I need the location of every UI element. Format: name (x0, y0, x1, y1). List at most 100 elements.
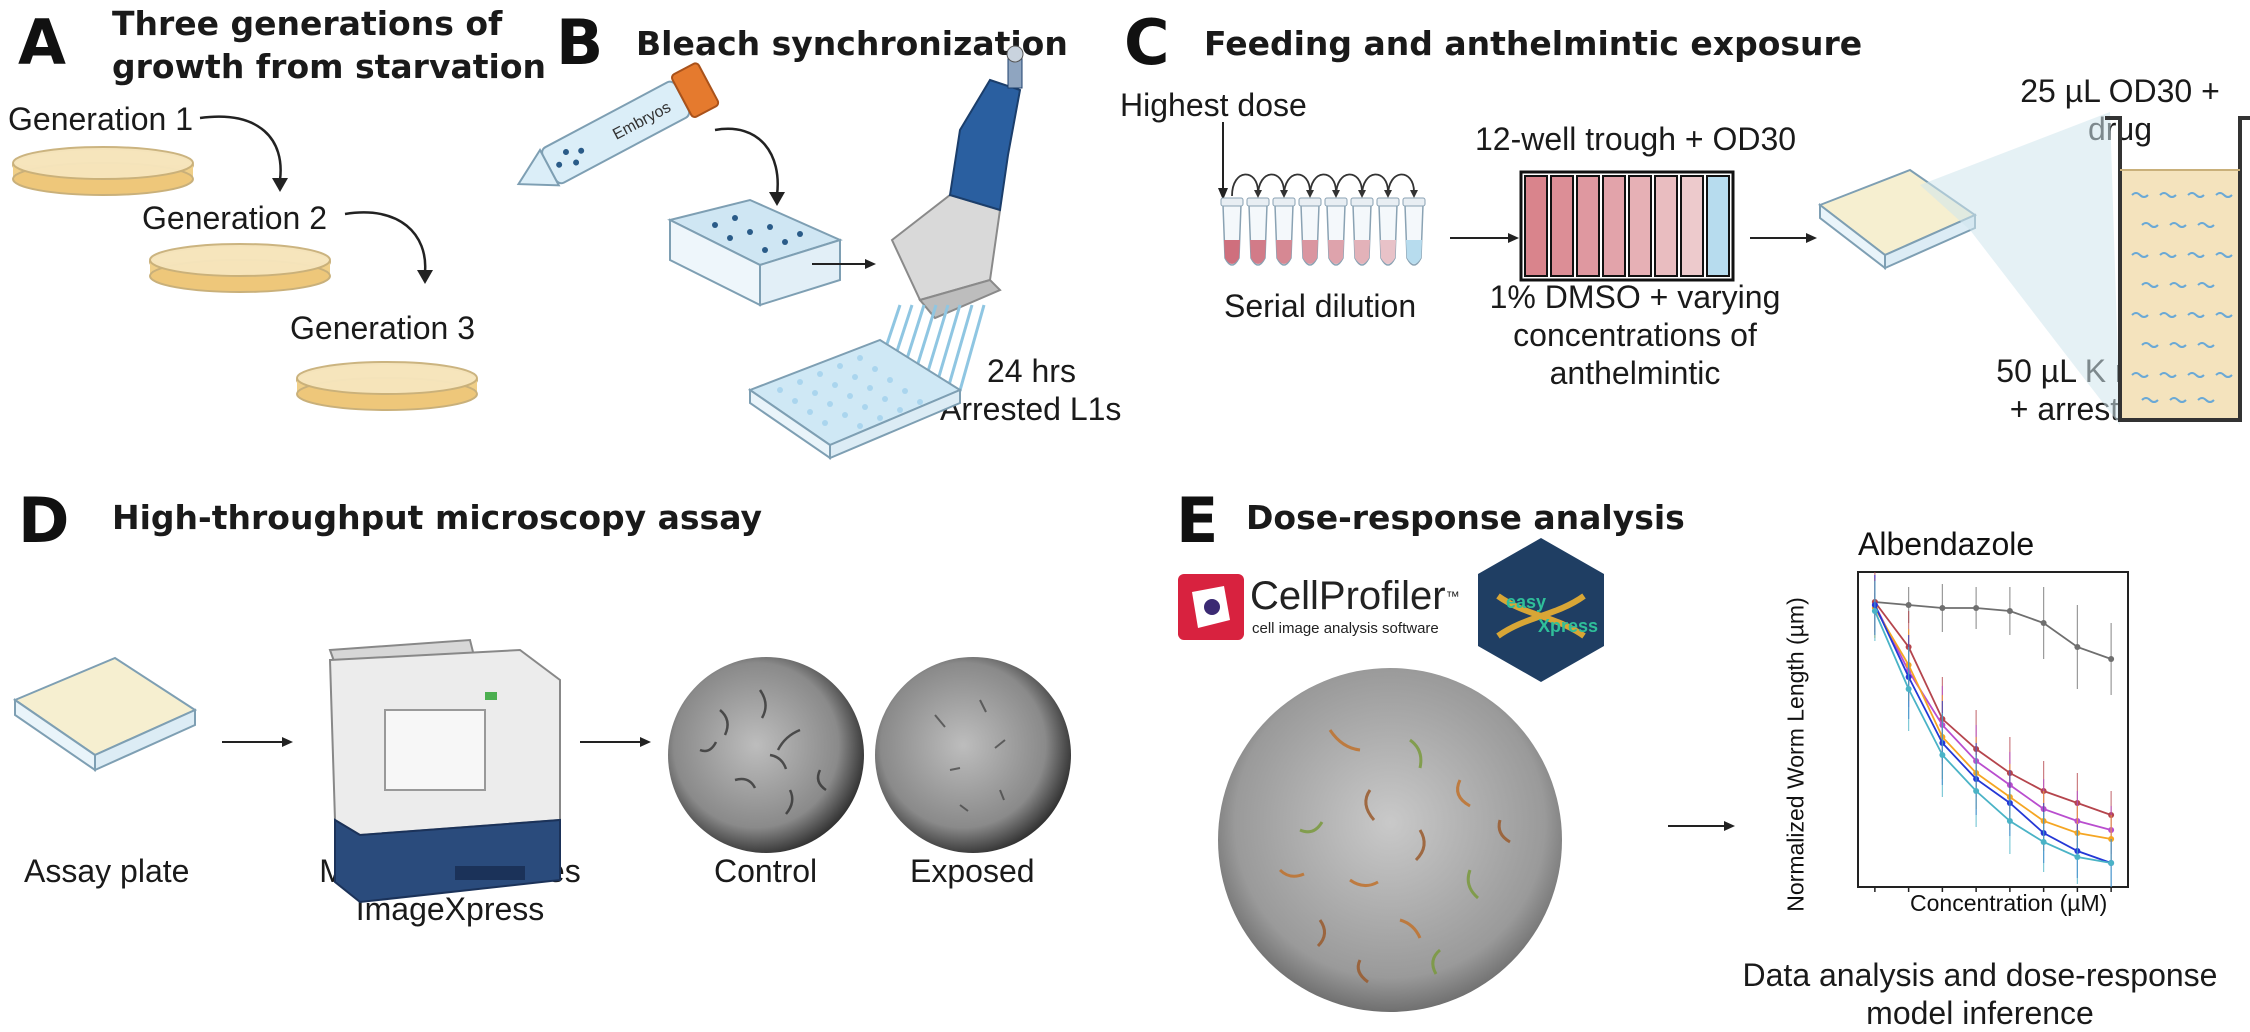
worm-squiggle (2197, 282, 2215, 288)
trough-label: 12-well trough + OD30 (1475, 121, 1797, 157)
worm-squiggle (2215, 192, 2233, 198)
worm-squiggle (2197, 397, 2215, 403)
summary-line1: Data analysis and dose-response (1742, 957, 2218, 993)
twelve-well-trough (1519, 170, 1735, 282)
chart-x-axis-label: Concentration (µM) (1910, 890, 2108, 916)
worm-squiggle (2141, 342, 2159, 348)
chart-point (2108, 656, 2115, 662)
cellprofiler-logo: CellProfiler™ cell image analysis softwa… (1178, 574, 1460, 644)
dilution-tube-cap (1376, 197, 1400, 207)
petri-dish-1 (12, 146, 194, 196)
panel-c-title: Feeding and anthelmintic exposure (1204, 24, 1863, 63)
worm-squiggle (2131, 312, 2149, 318)
easyxpress-logo: easy Xpress (1478, 538, 1604, 682)
dilution-tube-liquid (1250, 240, 1266, 264)
chart-series-line-4 (1874, 604, 2112, 864)
worm-squiggle (2187, 252, 2205, 258)
panel-d-title: High-throughput microscopy assay (112, 498, 762, 537)
panel-d-graphics (12, 638, 1071, 904)
worm-squiggle (2187, 192, 2205, 198)
embryo-dish (667, 198, 843, 307)
trough-well (1628, 175, 1652, 277)
chart-point (2108, 860, 2115, 866)
dilution-tube-liquid (1380, 240, 1396, 264)
exposed-well-image (875, 657, 1071, 853)
generation-1-label: Generation 1 (8, 101, 194, 137)
chart-point (1939, 752, 1946, 758)
trough-well (1680, 175, 1704, 277)
chart-point (2006, 608, 2013, 614)
dmso-line2: concentrations of (1513, 317, 1757, 353)
chart-point (1871, 608, 1878, 614)
chart-point (2074, 854, 2081, 860)
dilution-tube-cap (1246, 197, 1270, 207)
generation-3-label: Generation 3 (290, 310, 476, 346)
worm-squiggle (2169, 342, 2187, 348)
chart-point (2074, 644, 2081, 650)
od30-line1: 25 µL OD30 + (2020, 73, 2220, 109)
trough-well (1524, 175, 1548, 277)
dilution-tube-cap (1350, 197, 1374, 207)
chart-point (1905, 602, 1912, 608)
chart-series-line-2 (1874, 604, 2112, 831)
dilution-tube-cap (1402, 197, 1426, 207)
dilution-tube-liquid (1354, 240, 1370, 264)
multichannel-pipette (873, 45, 1024, 395)
panel-a-title: Three generations of growth from starvat… (112, 2, 546, 88)
chart-title: Albendazole (1858, 526, 2035, 562)
dmso-label: 1% DMSO + varying concentrations of anth… (1470, 278, 1800, 392)
loop-arrow-icon (1309, 173, 1337, 197)
worm-squiggle (2159, 312, 2177, 318)
dilution-tubes (1220, 173, 1426, 266)
chart-point (1973, 788, 1980, 794)
cellprofiler-icon (1178, 574, 1244, 640)
curved-arrow-icon (199, 115, 282, 181)
zoom-cone (1920, 112, 2120, 425)
panel-e-letter: E (1176, 484, 1219, 557)
panel-b-graphics: Embryos (516, 45, 1024, 460)
worm-squiggle (2215, 312, 2233, 318)
generation-2-label: Generation 2 (142, 200, 328, 236)
assay-plate (12, 656, 198, 772)
arrowhead-icon (1410, 190, 1418, 198)
panel-c-letter: C (1124, 6, 1170, 79)
highest-dose-label: Highest dose (1120, 87, 1307, 123)
panel-a-letter: A (18, 6, 66, 79)
easy-logo-text2: Xpress (1538, 616, 1598, 636)
dilution-tube-liquid (1224, 240, 1240, 264)
worm-squiggle (2141, 282, 2159, 288)
imagexpress-instrument (328, 638, 561, 904)
cellprofiler-tm: ™ (1445, 588, 1460, 604)
chart-series-line-5 (1874, 610, 2112, 864)
worm-squiggle (2169, 282, 2187, 288)
trough-well (1550, 175, 1574, 277)
control-label: Control (714, 853, 818, 889)
panel-b-title: Bleach synchronization (636, 24, 1068, 63)
serial-dilution-label: Serial dilution (1224, 288, 1417, 324)
worm-squiggle (2169, 397, 2187, 403)
dilution-tube-liquid (1328, 240, 1344, 264)
panel-e-title: Dose-response analysis (1246, 498, 1685, 537)
albendazole-chart (1857, 571, 2129, 892)
chart-point (2006, 818, 2013, 824)
petri-dish-3 (296, 361, 478, 411)
control-well-image (668, 657, 864, 853)
worm-squiggle (2131, 252, 2149, 258)
worm-squiggle (2197, 342, 2215, 348)
chart-plot-frame (1857, 571, 2129, 888)
arrow-icon (1668, 821, 1735, 831)
worm-squiggle (2215, 252, 2233, 258)
petri-dish-2 (149, 243, 331, 293)
worm-squiggle (2187, 312, 2205, 318)
segmented-well-image (1218, 668, 1562, 1012)
exposed-label: Exposed (910, 853, 1035, 889)
loop-arrow-icon (1387, 173, 1415, 197)
loop-arrow-icon (1257, 173, 1285, 197)
curved-arrow-icon (714, 127, 779, 196)
loop-arrow-icon (1231, 173, 1259, 197)
chart-series-line-0 (1874, 601, 2112, 660)
embryo-tube: Embryos (516, 62, 720, 187)
chart-point (2040, 620, 2047, 626)
chart-y-axis-label: Normalized Worm Length (µm) (1782, 597, 1809, 912)
stage-label: Arrested L1s (940, 391, 1122, 427)
